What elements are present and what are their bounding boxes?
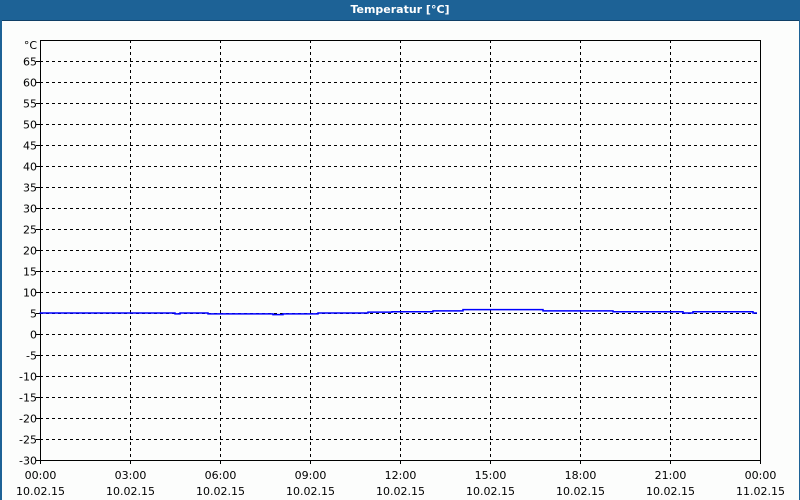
y-tick-label: 40 <box>23 161 37 174</box>
x-tick-date: 10.02.15 <box>646 485 695 498</box>
x-tick-time: 03:00 <box>115 469 147 482</box>
plot-frame <box>40 40 761 461</box>
y-tick-label: 5 <box>30 308 37 321</box>
y-tick-label: 30 <box>23 203 37 216</box>
x-tick-date: 10.02.15 <box>556 485 605 498</box>
x-tick-time: 12:00 <box>385 469 417 482</box>
x-tick-time: 18:00 <box>565 469 597 482</box>
y-tick-label: 65 <box>23 56 37 69</box>
y-tick-label: 50 <box>23 119 37 132</box>
y-tick-label: 45 <box>23 140 37 153</box>
x-tick-date: 10.02.15 <box>376 485 425 498</box>
y-tick-label: 15 <box>23 266 37 279</box>
x-tick-date: 10.02.15 <box>466 485 515 498</box>
x-tick-time: 09:00 <box>295 469 327 482</box>
x-tick-time: 21:00 <box>655 469 687 482</box>
y-tick-label: -30 <box>19 455 37 468</box>
y-tick-label: 20 <box>23 245 37 258</box>
chart-title-bar: Temperatur [°C] <box>0 0 800 21</box>
x-tick-date: 11.02.15 <box>736 485 785 498</box>
window-border-left <box>0 20 2 500</box>
y-tick-label: 60 <box>23 77 37 90</box>
y-tick-label: -15 <box>19 392 37 405</box>
y-axis-unit: °C <box>24 39 38 52</box>
x-tick-time: 00:00 <box>25 469 57 482</box>
x-tick-date: 10.02.15 <box>286 485 335 498</box>
y-tick-label: -10 <box>19 371 37 384</box>
y-tick-label: 0 <box>30 329 37 342</box>
y-tick-label: 25 <box>23 224 37 237</box>
x-tick-time: 06:00 <box>205 469 237 482</box>
y-tick-label: -5 <box>26 350 37 363</box>
y-tick-label: -20 <box>19 413 37 426</box>
temperature-series-line <box>40 308 757 316</box>
y-tick-label: 55 <box>23 98 37 111</box>
x-tick-time: 15:00 <box>475 469 507 482</box>
x-tick-date: 10.02.15 <box>106 485 155 498</box>
x-tick-time: 00:00 <box>745 469 777 482</box>
y-tick-label: 10 <box>23 287 37 300</box>
x-tick-date: 10.02.15 <box>16 485 65 498</box>
y-tick-label: 35 <box>23 182 37 195</box>
y-tick-label: -25 <box>19 434 37 447</box>
x-tick-date: 10.02.15 <box>196 485 245 498</box>
